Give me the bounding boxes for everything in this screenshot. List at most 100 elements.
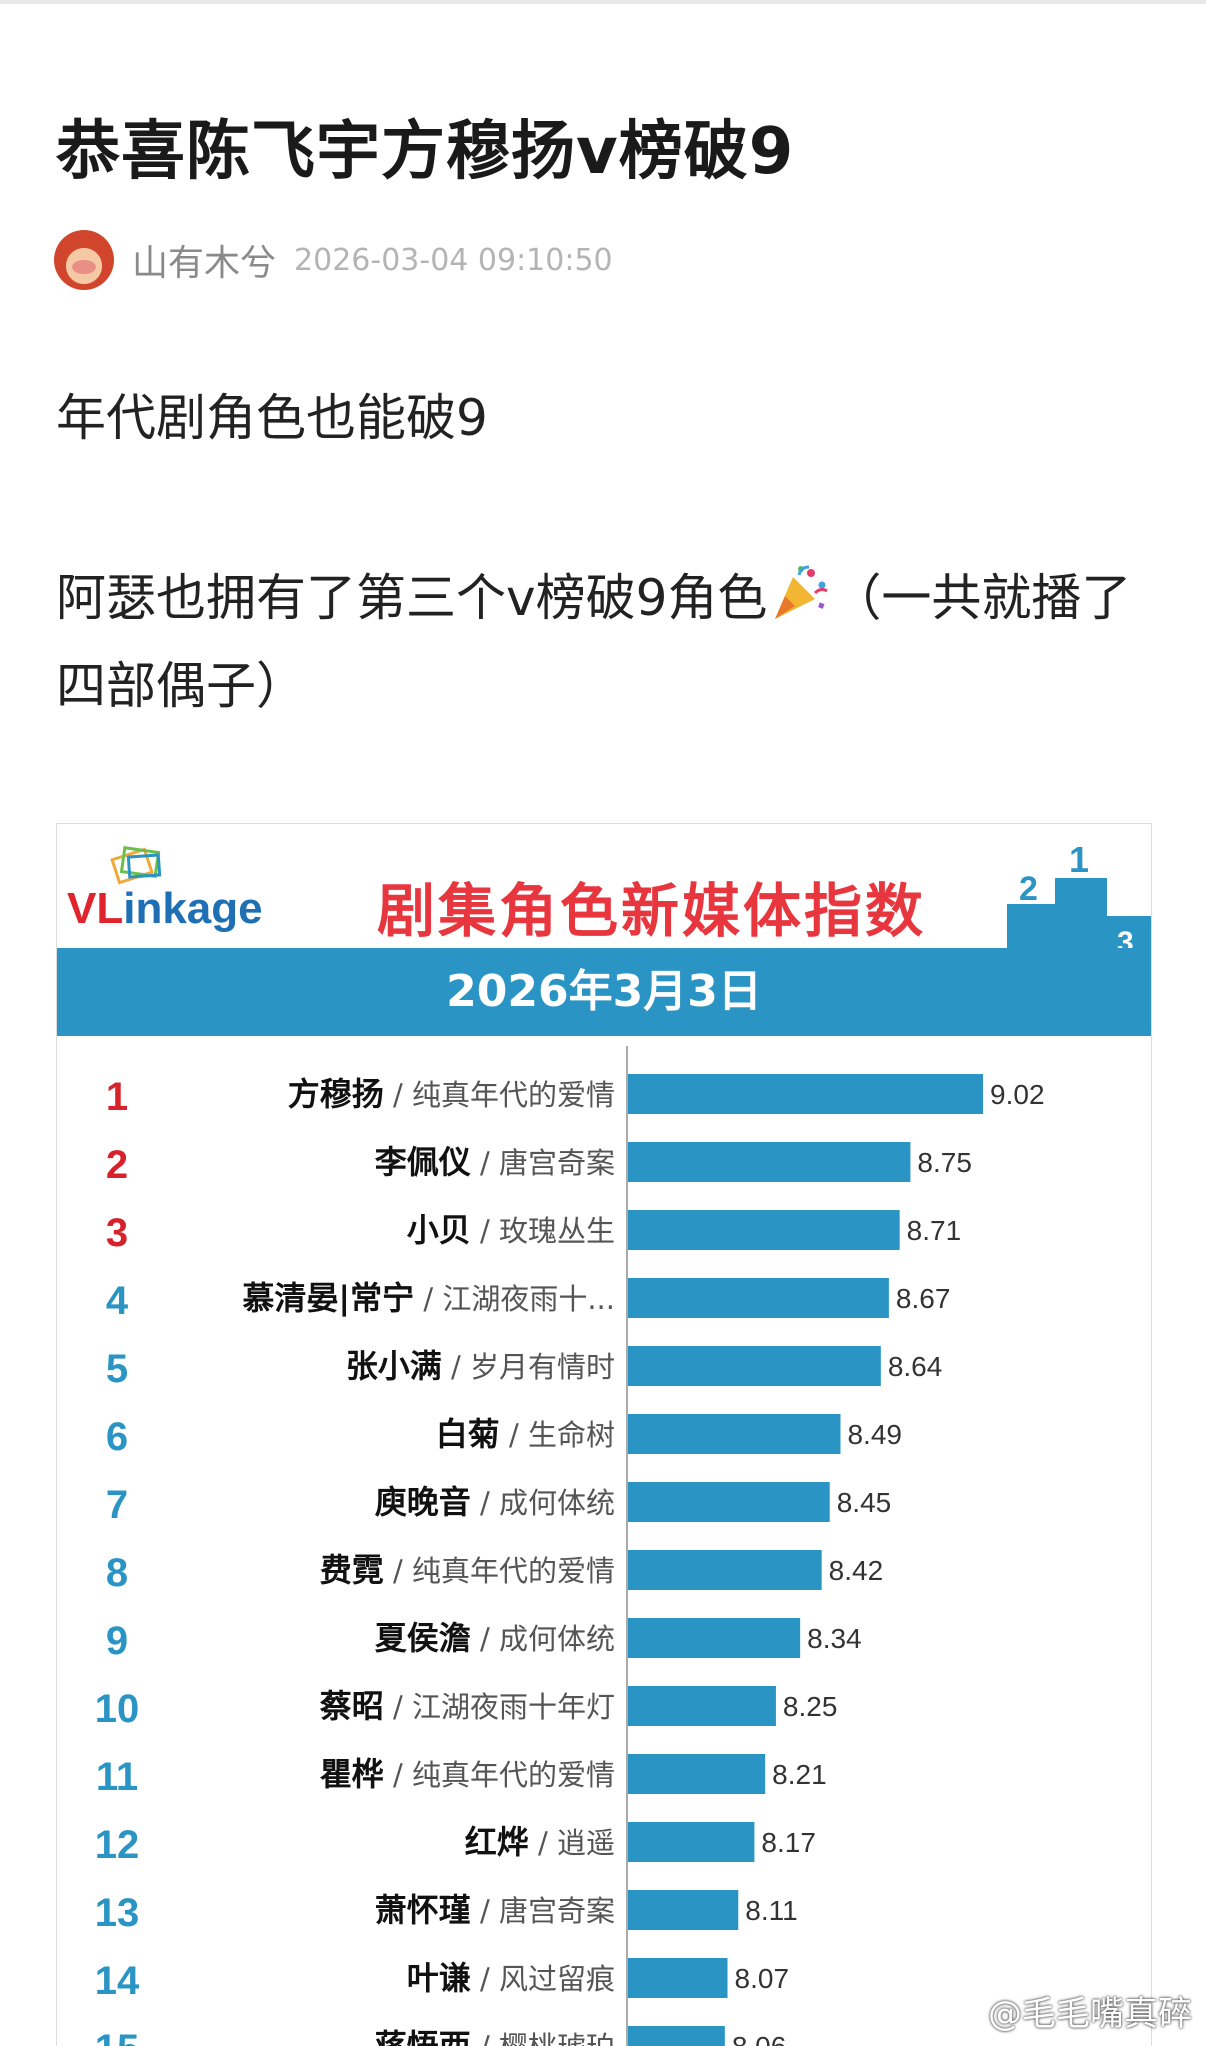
rank-number: 12 [95, 1823, 140, 1867]
value-label: 8.64 [888, 1351, 943, 1382]
bar [628, 1822, 755, 1862]
bar [628, 1414, 841, 1454]
character-name: 慕清晏|常宁 [242, 1279, 414, 1318]
party-popper-icon [775, 565, 829, 619]
rank-number: 6 [106, 1415, 128, 1459]
value-label: 8.11 [745, 1895, 797, 1926]
bar [628, 1958, 728, 1998]
rank-number: 1 [106, 1075, 128, 1119]
drama-name: / 江湖夜雨十... [414, 1282, 615, 1316]
bar-label: 李佩仪 / 唐宫奇案 [375, 1143, 615, 1181]
logo-text: VLinkage [67, 884, 263, 933]
drama-name: / 逍遥 [529, 1826, 615, 1860]
drama-name: / 玫瑰丛生 [471, 1214, 615, 1248]
rank-number: 15 [95, 2027, 140, 2046]
logo-mark-icon [110, 846, 162, 885]
svg-text:2: 2 [1019, 870, 1038, 908]
character-name: 叶谦 [407, 1959, 471, 1997]
bar-label: 白菊 / 生命树 [436, 1415, 615, 1453]
drama-name: / 生命树 [500, 1418, 615, 1452]
bar-label: 费霓 / 纯真年代的爱情 [320, 1551, 615, 1589]
bar [628, 1754, 766, 1794]
bar [628, 1550, 822, 1590]
bar-label: 方穆扬 / 纯真年代的爱情 [288, 1075, 615, 1113]
paragraph-1: 年代剧角色也能破9 [56, 389, 488, 447]
bar-label: 萧怀瑾 / 唐宫奇案 [375, 1891, 615, 1929]
author-row: 山有木兮 2026-03-04 09:10:50 [54, 228, 613, 292]
drama-name: / 风过留痕 [471, 1962, 615, 1996]
author-name[interactable]: 山有木兮 [132, 243, 277, 284]
bar [628, 1278, 889, 1318]
drama-name: / 纯真年代的爱情 [384, 1554, 615, 1588]
bar-label: 夏侯澹 / 成何体统 [375, 1619, 615, 1657]
bar [628, 2026, 725, 2046]
value-label: 9.02 [990, 1079, 1044, 1110]
value-label: 8.42 [829, 1555, 884, 1586]
value-label: 8.67 [896, 1283, 951, 1314]
value-label: 8.45 [837, 1487, 892, 1518]
drama-name: / 唐宫奇案 [471, 1894, 615, 1928]
drama-name: / 纯真年代的爱情 [384, 1078, 615, 1112]
weibo-watermark: @毛毛嘴真碎 [938, 1986, 1192, 2035]
drama-name: / 樱桃琥珀 [471, 2030, 615, 2046]
character-name: 白菊 [436, 1415, 500, 1453]
ranking-chart-image: VLinkage 剧集角色新媒体指数 2 1 3 2026年3月3日 1 方穆扬 … [56, 823, 1152, 2046]
character-name: 费霓 [320, 1551, 384, 1589]
rank-number: 8 [106, 1551, 128, 1595]
chart-title: 剧集角色新媒体指数 [377, 877, 927, 945]
bar [628, 1618, 801, 1658]
weibo-icon [939, 1997, 980, 2027]
drama-name: / 岁月有情时 [442, 1350, 615, 1384]
vlinkage-logo: VLinkage [67, 842, 297, 933]
rank-number: 9 [106, 1619, 128, 1663]
character-name: 红烨 [465, 1823, 529, 1861]
bar-label: 小贝 / 玫瑰丛生 [407, 1211, 615, 1249]
paragraph-2-text-a: 阿瑟也拥有了第三个v榜破9角色 [56, 569, 768, 627]
character-name: 蒋悟西 [375, 2027, 471, 2046]
value-label: 8.25 [783, 1691, 838, 1722]
bar-label: 张小满 / 岁月有情时 [346, 1347, 615, 1385]
article-title: 恭喜陈飞宇方穆扬v榜破9 [56, 115, 795, 189]
character-name: 小贝 [407, 1211, 471, 1249]
rank-number: 11 [96, 1755, 138, 1799]
paragraph-2-text-b: （一共就播了四部偶子） [56, 569, 1132, 715]
character-name: 蔡昭 [320, 1687, 384, 1725]
character-name: 方穆扬 [288, 1075, 384, 1113]
rank-number: 13 [95, 1891, 140, 1935]
value-label: 8.07 [735, 1963, 790, 1994]
bar [628, 1142, 911, 1182]
value-label: 8.17 [761, 1827, 816, 1858]
drama-name: / 纯真年代的爱情 [384, 1758, 615, 1792]
value-label: 8.49 [847, 1419, 902, 1450]
chart-date: 2026年3月3日 [57, 948, 1151, 1036]
bar-label: 慕清晏|常宁 / 江湖夜雨十... [242, 1279, 615, 1318]
bar-label: 叶谦 / 风过留痕 [407, 1959, 615, 1997]
drama-name: / 成何体统 [471, 1486, 615, 1520]
top-divider [0, 0, 1206, 4]
svg-text:1: 1 [1069, 840, 1089, 880]
bar-label: 庾晚音 / 成何体统 [375, 1483, 615, 1521]
rank-number: 5 [106, 1347, 128, 1391]
rank-number: 7 [106, 1483, 128, 1527]
bar [628, 1210, 900, 1250]
drama-name: / 唐宫奇案 [471, 1146, 615, 1180]
watermark-text: @毛毛嘴真碎 [988, 1994, 1192, 2034]
bar [628, 1346, 881, 1386]
bar-label: 瞿桦 / 纯真年代的爱情 [320, 1755, 615, 1793]
bar-label: 红烨 / 逍遥 [465, 1823, 615, 1861]
character-name: 夏侯澹 [375, 1619, 471, 1657]
rank-number: 14 [95, 1959, 140, 2003]
character-name: 李佩仪 [375, 1143, 471, 1181]
bar [628, 1074, 984, 1114]
avatar[interactable] [54, 230, 114, 290]
bar-label: 蒋悟西 / 樱桃琥珀 [375, 2027, 615, 2046]
rank-number: 10 [95, 1687, 140, 1731]
value-label: 8.71 [907, 1215, 962, 1246]
rank-number: 3 [106, 1211, 128, 1255]
post-timestamp: 2026-03-04 09:10:50 [294, 242, 613, 278]
value-label: 8.21 [772, 1759, 827, 1790]
bar [628, 1686, 776, 1726]
bar [628, 1482, 830, 1522]
character-name: 瞿桦 [320, 1755, 384, 1793]
value-label: 8.75 [917, 1147, 972, 1178]
